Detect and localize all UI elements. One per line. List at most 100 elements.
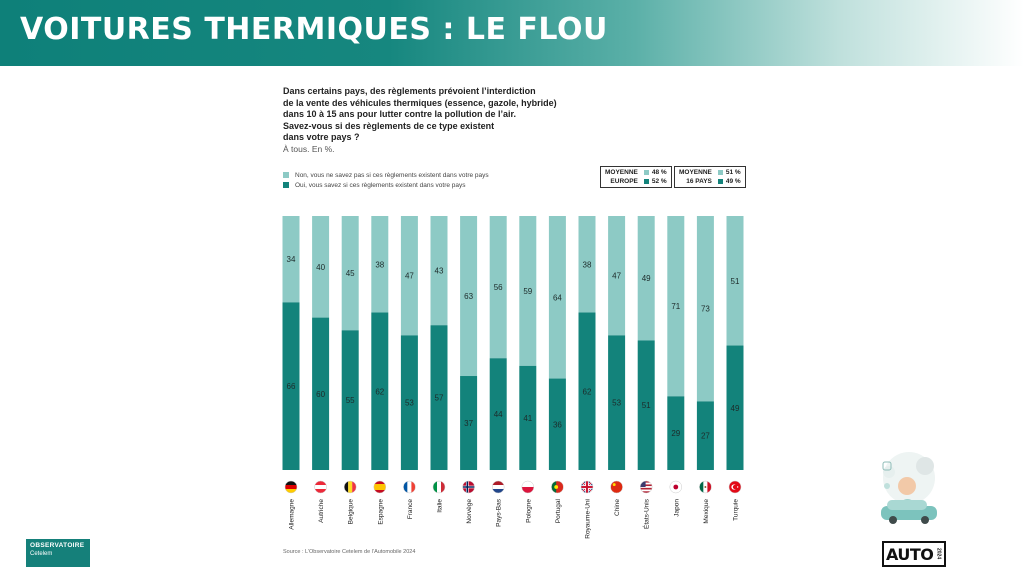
bar-segment-non	[696, 216, 714, 402]
category-label: Pays-Bas	[496, 498, 503, 527]
category-label: Italie	[437, 499, 444, 513]
auto-logo-text: AUTO	[886, 544, 934, 564]
flag-border	[728, 480, 742, 494]
category-label: Pologne	[525, 499, 532, 523]
bar-segment-oui	[667, 396, 685, 470]
bar-segment-oui	[312, 317, 330, 470]
average-europe-box: MOYENNE EUROPE 48 % 52 %	[600, 166, 672, 188]
legend-label-non: Non, vous ne savez pas si ces règlements…	[295, 171, 489, 179]
bar-segment-non	[548, 216, 566, 379]
bar-segment-oui	[726, 345, 744, 470]
bar-segment-non	[460, 216, 478, 377]
bar-segment-non	[371, 216, 389, 313]
data-label-non: 38	[583, 260, 592, 269]
flag-border	[462, 480, 475, 494]
bar-segment-oui	[341, 330, 359, 470]
flag-austria-icon	[314, 481, 327, 493]
bar-segment-oui	[371, 312, 389, 470]
flag-netherlands-icon	[492, 481, 505, 493]
data-label-oui: 62	[375, 387, 384, 396]
flag-border	[580, 480, 594, 494]
average-16-pays-box: MOYENNE 16 PAYS 51 % 49 %	[674, 166, 746, 188]
swatch-oui	[643, 179, 649, 184]
question-line: Dans certains pays, des règlements prévo…	[283, 86, 536, 96]
category-label: Japon	[673, 499, 680, 517]
question-line: dans votre pays ?	[283, 132, 360, 142]
category-label: Espagne	[377, 499, 384, 525]
swatch-oui	[717, 179, 723, 184]
data-label-oui: 62	[583, 387, 592, 396]
data-label-oui: 27	[701, 432, 710, 441]
category-label: Belgique	[348, 499, 355, 525]
bar-segment-non	[608, 216, 626, 336]
bar-segment-oui	[519, 365, 537, 470]
bar-segment-non	[519, 216, 537, 366]
average-oui-value: 49 %	[725, 178, 741, 185]
legend-label-oui: Oui, vous savez si ces règlements existe…	[295, 181, 466, 189]
data-label-non: 64	[553, 293, 562, 302]
flag-germany-icon	[285, 481, 297, 493]
average-label: MOYENNE	[679, 169, 712, 176]
chart-question: Dans certains pays, des règlements prévo…	[283, 86, 603, 144]
observatoire-logo-text: OBSERVATOIRE	[30, 542, 85, 549]
flag-portugal-icon	[551, 481, 564, 493]
data-label-non: 47	[612, 272, 621, 281]
bar-segment-non	[430, 216, 448, 326]
flag-border	[639, 480, 653, 494]
bar-segment-non	[667, 216, 685, 397]
flag-border	[521, 480, 535, 494]
data-label-oui: 57	[435, 394, 444, 403]
data-label-oui: 49	[731, 404, 740, 413]
question-line: de la vente des véhicules thermiques (es…	[283, 97, 557, 108]
legend-item-non: Non, vous ne savez pas si ces règlements…	[283, 170, 489, 180]
data-label-non: 59	[523, 287, 532, 296]
observatoire-logo: OBSERVATOIRE Cetelem	[26, 539, 90, 567]
bar-segment-non	[489, 216, 507, 359]
swatch-non	[717, 170, 723, 175]
flag-italy-icon	[433, 481, 445, 493]
flag-uk-icon	[581, 481, 593, 493]
bar-segment-non	[400, 216, 418, 336]
bar-segment-oui	[460, 376, 478, 470]
bar-segment-non	[637, 216, 655, 341]
average-non-value: 51 %	[725, 169, 741, 176]
chart-subtitle: À tous. En %.	[283, 144, 335, 154]
flag-spain-icon	[373, 481, 386, 493]
data-label-non: 49	[642, 274, 651, 283]
flag-mexico-icon	[699, 481, 712, 493]
flag-border	[669, 480, 683, 494]
flag-border	[314, 480, 327, 494]
data-label-non: 71	[671, 302, 680, 311]
data-label-non: 40	[316, 263, 325, 272]
legend-swatch-oui	[283, 182, 289, 188]
flag-japan-icon	[669, 481, 682, 493]
data-label-non: 73	[701, 305, 710, 314]
question-line: dans 10 à 15 ans pour lutter contre la p…	[283, 109, 517, 119]
observatoire-logo-sub: Cetelem	[30, 551, 53, 557]
category-label: Autriche	[318, 499, 325, 523]
data-label-oui: 41	[523, 414, 532, 423]
category-label: Chine	[614, 499, 621, 516]
flag-usa-icon	[640, 481, 653, 493]
data-label-non: 38	[375, 260, 384, 269]
data-label-oui: 44	[494, 410, 503, 419]
data-label-oui: 60	[316, 390, 325, 399]
category-label: France	[407, 499, 414, 520]
bar-segment-non	[726, 216, 744, 346]
flag-belgium-icon	[344, 481, 357, 493]
data-label-oui: 55	[346, 396, 355, 405]
auto-logo: AUTO 2024	[882, 541, 946, 567]
average-non-value: 48 %	[651, 169, 667, 176]
flag-border	[699, 480, 712, 494]
page-title: VOITURES THERMIQUES : LE FLOU	[20, 12, 608, 47]
flag-border	[610, 480, 623, 494]
question-line: Savez-vous si des règlements de ce type …	[283, 120, 495, 131]
flag-border	[432, 480, 446, 494]
bar-segment-oui	[430, 325, 448, 470]
data-label-oui: 53	[612, 399, 621, 408]
average-oui-value: 52 %	[651, 178, 667, 185]
average-label: 16 PAYS	[686, 178, 712, 185]
header-banner: VOITURES THERMIQUES : LE FLOU	[0, 0, 1024, 66]
bar-segment-oui	[282, 302, 300, 470]
